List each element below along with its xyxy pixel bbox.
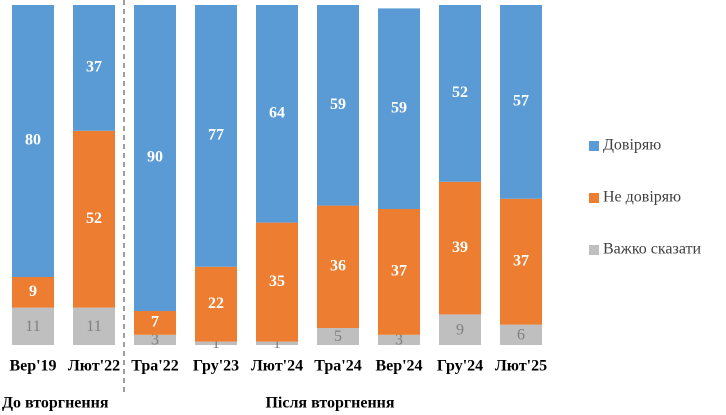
x-tick-label: Вер'24: [375, 358, 422, 375]
data-label: 7: [151, 314, 159, 331]
data-label: 57: [513, 93, 529, 110]
data-label: 9: [456, 321, 464, 338]
data-label: 6: [517, 326, 525, 343]
bar-segment: [256, 222, 298, 342]
bar-segment: [500, 5, 542, 199]
data-label: 5: [334, 328, 342, 345]
x-tick-label: Гру'24: [437, 358, 483, 375]
data-label: 52: [452, 84, 468, 101]
legend-label: Довіряю: [603, 137, 661, 154]
data-label: 37: [513, 252, 529, 269]
data-label: 59: [391, 99, 407, 116]
bar-segment: [439, 5, 481, 182]
bar-segment: [256, 5, 298, 223]
x-tick-label: Лют'25: [495, 358, 547, 375]
legend-marker: [589, 245, 599, 255]
data-label: 64: [269, 104, 285, 121]
group-label: Після вторгнення: [265, 395, 394, 412]
data-label: 90: [147, 149, 163, 166]
bar-segment: [378, 209, 420, 335]
x-tick-label: Лют'24: [251, 358, 303, 375]
x-tick-label: Лют'22: [68, 358, 120, 375]
bar-segment: [378, 334, 420, 345]
bar-segment: [256, 341, 298, 345]
bar-segment: [500, 198, 542, 325]
data-label: 52: [86, 210, 102, 227]
data-label: 39: [452, 239, 468, 256]
data-label: 37: [86, 59, 102, 76]
bar-segment: [73, 130, 115, 308]
data-label: 3: [151, 332, 159, 349]
data-label: 1: [273, 335, 281, 352]
bar-segment: [317, 205, 359, 328]
bar-segment: [73, 307, 115, 345]
bar-segment: [439, 181, 481, 315]
bar-segment: [317, 328, 359, 345]
data-label: 37: [391, 263, 407, 280]
bar-segment: [134, 334, 176, 345]
bar-segment: [378, 8, 420, 210]
x-tick-label: Гру'23: [193, 358, 239, 375]
legend-marker: [589, 193, 599, 203]
data-label: 35: [269, 273, 285, 290]
bar-segment: [500, 324, 542, 345]
data-label: 77: [208, 127, 224, 144]
x-tick-label: Тра'24: [314, 358, 361, 375]
bar-segment: [195, 5, 237, 267]
bar-segment: [439, 314, 481, 345]
bar-segment: [317, 5, 359, 206]
group-label: До вторгнення: [2, 395, 109, 412]
legend-label: Не довіряю: [603, 189, 681, 206]
data-label: 3: [395, 332, 403, 349]
bar-segment: [73, 5, 115, 131]
data-label: 36: [330, 257, 346, 274]
bar-segment: [195, 266, 237, 342]
bar-segment: [134, 5, 176, 311]
x-tick-label: Вер'19: [9, 358, 56, 375]
data-label: 1: [212, 335, 220, 352]
bar-segment: [12, 5, 54, 277]
legend-marker: [589, 141, 599, 151]
bar-segment: [12, 277, 54, 308]
bar-segment: [195, 341, 237, 345]
bar-segment: [12, 307, 54, 345]
data-label: 80: [25, 132, 41, 149]
data-label: 22: [208, 295, 224, 312]
legend-label: Важко сказати: [603, 241, 702, 258]
data-label: 9: [29, 283, 37, 300]
x-tick-label: Тра'22: [131, 358, 178, 375]
data-label: 59: [330, 96, 346, 113]
data-label: 11: [25, 318, 40, 335]
data-label: 11: [86, 318, 101, 335]
bar-segment: [134, 311, 176, 335]
